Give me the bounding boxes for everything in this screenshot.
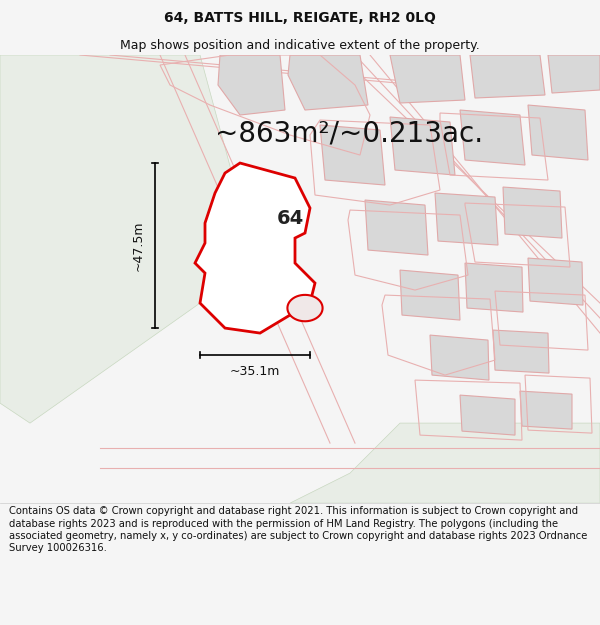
Polygon shape: [460, 395, 515, 435]
Text: Contains OS data © Crown copyright and database right 2021. This information is : Contains OS data © Crown copyright and d…: [9, 506, 587, 554]
Polygon shape: [390, 117, 455, 175]
Polygon shape: [0, 55, 240, 423]
Polygon shape: [435, 193, 498, 245]
Text: Map shows position and indicative extent of the property.: Map shows position and indicative extent…: [120, 39, 480, 51]
Polygon shape: [365, 200, 428, 255]
Polygon shape: [290, 423, 600, 503]
Polygon shape: [287, 295, 323, 321]
Polygon shape: [470, 55, 545, 98]
Text: ~863m²/~0.213ac.: ~863m²/~0.213ac.: [215, 119, 483, 147]
Polygon shape: [493, 330, 549, 373]
Polygon shape: [195, 163, 315, 333]
Polygon shape: [288, 55, 368, 110]
Polygon shape: [400, 270, 460, 320]
Polygon shape: [218, 55, 285, 115]
Polygon shape: [465, 263, 523, 312]
Text: ~47.5m: ~47.5m: [132, 220, 145, 271]
Polygon shape: [320, 125, 385, 185]
Polygon shape: [430, 335, 489, 380]
Polygon shape: [528, 258, 583, 305]
Polygon shape: [548, 55, 600, 93]
Polygon shape: [460, 110, 525, 165]
Polygon shape: [390, 55, 465, 103]
Polygon shape: [503, 187, 562, 238]
Polygon shape: [528, 105, 588, 160]
Text: 64: 64: [277, 209, 304, 227]
Polygon shape: [520, 391, 572, 429]
Text: 64, BATTS HILL, REIGATE, RH2 0LQ: 64, BATTS HILL, REIGATE, RH2 0LQ: [164, 11, 436, 25]
Text: ~35.1m: ~35.1m: [230, 365, 280, 378]
